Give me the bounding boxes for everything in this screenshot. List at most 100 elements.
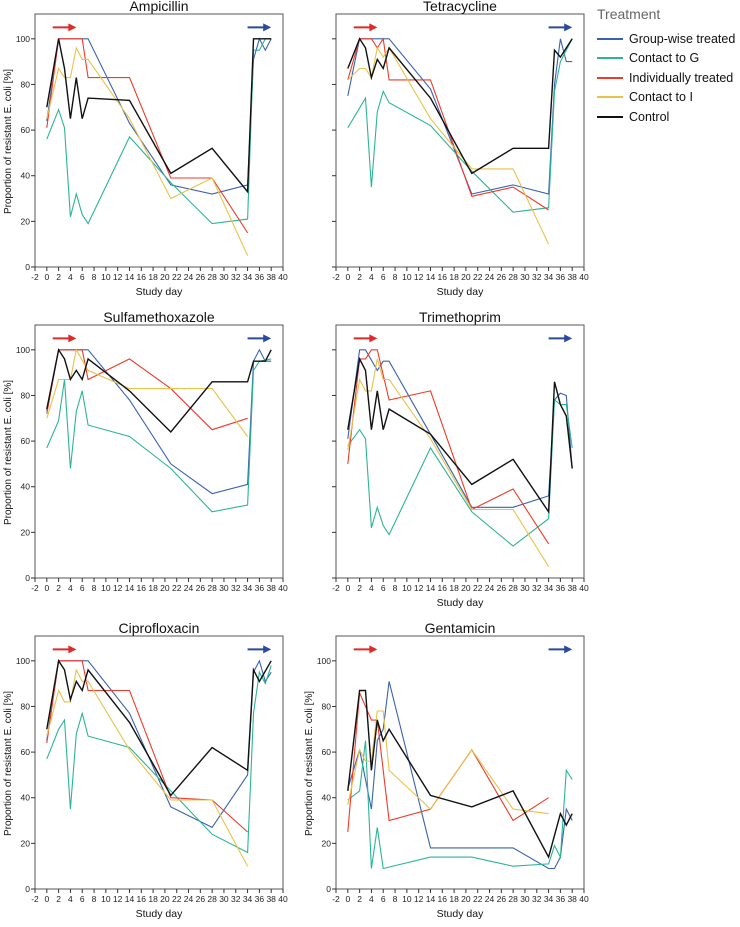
x-tick-label: 4 [369, 894, 374, 904]
x-tick-label: 40 [579, 272, 589, 282]
y-tick-label: 0 [25, 262, 30, 272]
x-tick-label: 32 [532, 894, 542, 904]
y-tick-label: 40 [21, 171, 31, 181]
treatment-arrow-head-icon [68, 334, 77, 343]
series-line-contact-to-i [347, 358, 550, 567]
plot-frame [34, 13, 284, 268]
x-tick-label: 32 [532, 272, 542, 282]
legend-item-contact-to-g: Contact to G [597, 49, 740, 69]
x-tick-label: 24 [485, 894, 495, 904]
x-tick-label: 36 [556, 894, 566, 904]
x-tick-label: 22 [473, 894, 483, 904]
x-tick-label: 2 [56, 583, 61, 593]
x-tick-label: 12 [113, 272, 123, 282]
treatment-arrow-head-icon [564, 645, 573, 654]
x-tick-label: 34 [243, 894, 253, 904]
x-tick-label: 8 [92, 894, 97, 904]
chart-svg: Trimethoprim-2 0 2 4 6 8 10 12 14 16 18 20 22 24 26 28 3… [332, 309, 589, 609]
y-tick-label: 80 [21, 390, 31, 400]
x-tick-label: 4 [369, 272, 374, 282]
legend-swatch [597, 115, 623, 118]
plot-frame [335, 635, 585, 890]
x-tick-label: 6 [80, 894, 85, 904]
x-tick-label: 20 [461, 894, 471, 904]
treatment-arrow-head-icon [564, 23, 573, 32]
y-tick-label: 80 [21, 79, 31, 89]
x-tick-label: 28 [508, 272, 518, 282]
x-tick-label: 8 [393, 272, 398, 282]
series-line-contact-to-i [347, 710, 549, 815]
x-tick-label: 30 [520, 272, 530, 282]
x-tick-label: 22 [172, 583, 182, 593]
x-tick-label: -2 [31, 894, 39, 904]
series-line-contact-to-g [46, 358, 272, 513]
x-tick-label: 10 [101, 272, 111, 282]
y-axis-label: Proportion of resistant E. coli [%] [304, 691, 315, 836]
series-line-control [347, 689, 573, 859]
x-tick-label: 26 [196, 272, 206, 282]
x-tick-label: 0 [345, 894, 350, 904]
x-tick-label: 34 [544, 583, 554, 593]
y-axis-label: Proportion of resistant E. coli [%] [3, 69, 14, 214]
plot-frame [335, 324, 585, 579]
series-line-contact-to-i [347, 46, 550, 245]
series-line-group-wise-treated [347, 349, 573, 508]
x-tick-label: 0 [44, 894, 49, 904]
y-tick-label: 40 [21, 482, 31, 492]
x-axis-label: Study day [437, 908, 484, 920]
y-tick-label: 80 [21, 701, 31, 711]
x-tick-label: 14 [426, 272, 436, 282]
y-tick-label: 100 [16, 656, 30, 666]
x-tick-label: 24 [184, 272, 194, 282]
treatment-arrow-head-icon [263, 23, 272, 32]
chart-svg: Sulfamethoxazole-2 0 2 4 6 8 10 12 14 16 18 20 22 24 2… [3, 309, 288, 593]
chart-svg: Tetracycline-2 0 2 4 6 8 10 12 14 16 18 20 22 24 26 28 3… [332, 0, 589, 298]
x-tick-label: 2 [56, 272, 61, 282]
x-tick-label: 30 [219, 894, 229, 904]
series-line-contact-to-i [46, 668, 249, 867]
y-tick-label: 60 [322, 747, 332, 757]
x-tick-label: 40 [278, 272, 288, 282]
x-tick-label: -2 [332, 272, 340, 282]
x-tick-label: 36 [255, 272, 265, 282]
x-tick-label: -2 [332, 583, 340, 593]
x-tick-label: -2 [332, 894, 340, 904]
x-axis-label: Study day [136, 286, 183, 298]
x-tick-label: 38 [567, 583, 577, 593]
treatment-arrow-head-icon [263, 645, 272, 654]
series-line-contact-to-g [347, 38, 573, 213]
x-tick-label: 18 [148, 894, 158, 904]
x-tick-label: 18 [148, 272, 158, 282]
series-line-individually-treated [46, 660, 248, 833]
x-tick-label: 10 [101, 894, 111, 904]
series-line-individually-treated [347, 37, 549, 211]
x-tick-label: 38 [266, 894, 276, 904]
x-tick-label: 30 [520, 894, 530, 904]
y-tick-label: 20 [322, 838, 332, 848]
x-tick-label: 14 [426, 894, 436, 904]
x-tick-label: 0 [345, 583, 350, 593]
legend-item-group-wise-treated: Group-wise treated [597, 29, 740, 49]
x-tick-label: 4 [369, 583, 374, 593]
y-tick-label: 0 [326, 884, 331, 894]
legend-label: Group-wise treated [629, 31, 736, 46]
x-tick-label: 10 [402, 583, 412, 593]
series-line-group-wise-treated [347, 681, 573, 870]
y-tick-label: 20 [21, 527, 31, 537]
x-tick-label: 2 [357, 272, 362, 282]
x-tick-label: 28 [508, 894, 518, 904]
x-tick-label: 4 [68, 272, 73, 282]
chart-title: Trimethoprim [419, 309, 501, 325]
y-tick-label: 20 [21, 838, 31, 848]
y-tick-label: 40 [322, 793, 332, 803]
plot-frame [335, 13, 585, 268]
x-tick-label: 16 [137, 583, 147, 593]
x-tick-label: 20 [160, 894, 170, 904]
x-tick-label: 22 [172, 272, 182, 282]
legend: Treatment Group-wise treated Contact to … [597, 6, 740, 127]
y-tick-label: 0 [25, 884, 30, 894]
chart-svg: Gentamicin-2 0 2 4 6 8 10 12 14 16 18 20 22 24 26 28 30 3… [304, 620, 589, 920]
treatment-arrow-head-icon [68, 23, 77, 32]
chart-gentamicin: Gentamicin -2 0 2 4 6 8 10 12 14 16 18 20 22 24 26 28 30 3… [301, 620, 601, 922]
x-tick-label: 18 [148, 583, 158, 593]
